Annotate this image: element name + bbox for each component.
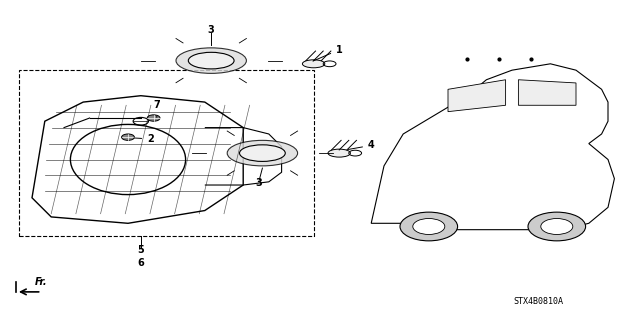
Circle shape bbox=[541, 219, 573, 234]
Circle shape bbox=[400, 212, 458, 241]
Text: Fr.: Fr. bbox=[35, 277, 48, 286]
Ellipse shape bbox=[303, 60, 325, 68]
Text: STX4B0810A: STX4B0810A bbox=[513, 297, 563, 306]
PathPatch shape bbox=[448, 80, 506, 112]
Circle shape bbox=[122, 134, 134, 140]
Circle shape bbox=[413, 219, 445, 234]
Text: 1: 1 bbox=[313, 45, 343, 61]
Text: 7: 7 bbox=[154, 100, 161, 117]
PathPatch shape bbox=[518, 80, 576, 105]
Text: 5: 5 bbox=[138, 245, 144, 256]
Ellipse shape bbox=[239, 145, 285, 161]
Text: 3: 3 bbox=[256, 178, 262, 189]
Text: 6: 6 bbox=[138, 258, 144, 268]
Circle shape bbox=[528, 212, 586, 241]
Ellipse shape bbox=[328, 149, 351, 157]
Ellipse shape bbox=[227, 140, 298, 166]
Bar bbox=[19, 70, 314, 236]
Text: 4: 4 bbox=[348, 140, 375, 150]
Circle shape bbox=[147, 115, 160, 121]
Ellipse shape bbox=[176, 48, 246, 73]
Text: 3: 3 bbox=[208, 25, 214, 35]
Text: 2: 2 bbox=[134, 134, 154, 144]
Ellipse shape bbox=[188, 52, 234, 69]
